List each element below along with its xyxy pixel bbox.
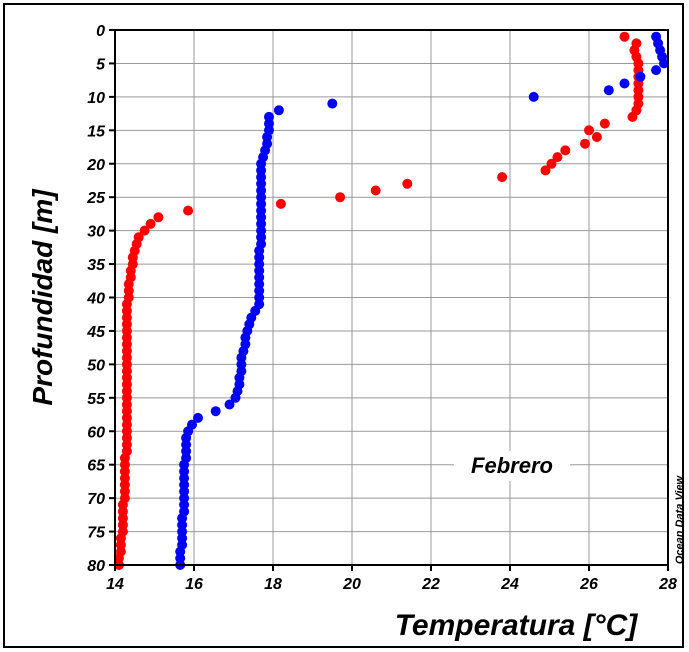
annotation-box: [454, 451, 570, 481]
x-axis-ticks: 14 16 18 20 22 24 26 28: [106, 565, 677, 593]
data-point: [230, 392, 241, 403]
data-point: [153, 212, 164, 223]
data-point: [591, 132, 602, 142]
y-tick-label: 40: [86, 291, 105, 308]
y-tick-label: 25: [86, 190, 106, 207]
y-tick-label: 5: [96, 56, 106, 73]
x-tick-label: 20: [342, 576, 361, 593]
x-tick-label: 18: [264, 576, 282, 593]
y-tick-label: 70: [87, 491, 105, 508]
x-tick-label: 14: [106, 576, 124, 593]
month-annotation: Febrero: [471, 453, 553, 478]
data-point: [651, 65, 662, 76]
y-tick-label: 30: [87, 224, 105, 241]
data-points: [113, 31, 669, 570]
x-tick-label: 26: [579, 576, 598, 593]
y-tick-label: 20: [86, 157, 105, 174]
data-point: [139, 225, 150, 236]
data-point: [599, 118, 610, 129]
y-tick-label: 80: [87, 558, 105, 575]
data-point: [584, 125, 594, 136]
x-tick-label: 22: [421, 576, 440, 593]
data-point: [402, 178, 413, 189]
y-tick-label: 55: [87, 391, 106, 408]
data-point: [603, 85, 614, 96]
y-tick-label: 35: [87, 257, 106, 274]
data-point: [528, 91, 539, 102]
data-point: [210, 406, 221, 417]
data-point: [619, 31, 630, 42]
data-point: [327, 98, 338, 109]
data-point: [275, 198, 286, 209]
data-point: [335, 192, 346, 203]
y-axis-ticks: 0 5 10 15 20 25 30 35 40 45 50 55 60 65 70 75 80: [86, 23, 115, 575]
y-axis-label: Profundidad [m]: [27, 188, 58, 406]
data-point: [497, 172, 508, 183]
y-tick-label: 10: [87, 90, 105, 107]
data-point: [627, 111, 638, 122]
y-tick-label: 15: [87, 123, 106, 140]
y-tick-label: 75: [87, 525, 106, 542]
y-tick-label: 60: [87, 424, 105, 441]
data-point: [560, 145, 571, 156]
data-point: [552, 152, 563, 163]
data-point: [540, 165, 551, 176]
data-point: [273, 105, 284, 116]
x-tick-label: 24: [500, 576, 519, 593]
y-tick-label: 0: [96, 23, 105, 40]
x-axis-label: Temperatura [°C]: [395, 609, 639, 642]
figure-frame: [3, 3, 684, 648]
data-point: [580, 138, 590, 149]
x-tick-label: 28: [658, 576, 677, 593]
data-point: [193, 412, 203, 423]
grid: [115, 30, 668, 565]
data-point: [659, 58, 669, 69]
data-point: [370, 185, 381, 196]
data-point: [224, 399, 235, 410]
y-tick-label: 50: [87, 357, 105, 374]
y-tick-label: 45: [86, 324, 106, 341]
data-point: [635, 71, 646, 82]
data-point: [145, 218, 156, 229]
data-point: [546, 158, 557, 169]
x-tick-label: 16: [185, 576, 203, 593]
y-tick-label: 65: [87, 458, 106, 475]
data-point: [619, 78, 630, 89]
watermark-text: Ocean Data View: [674, 474, 686, 564]
data-point: [183, 205, 194, 216]
